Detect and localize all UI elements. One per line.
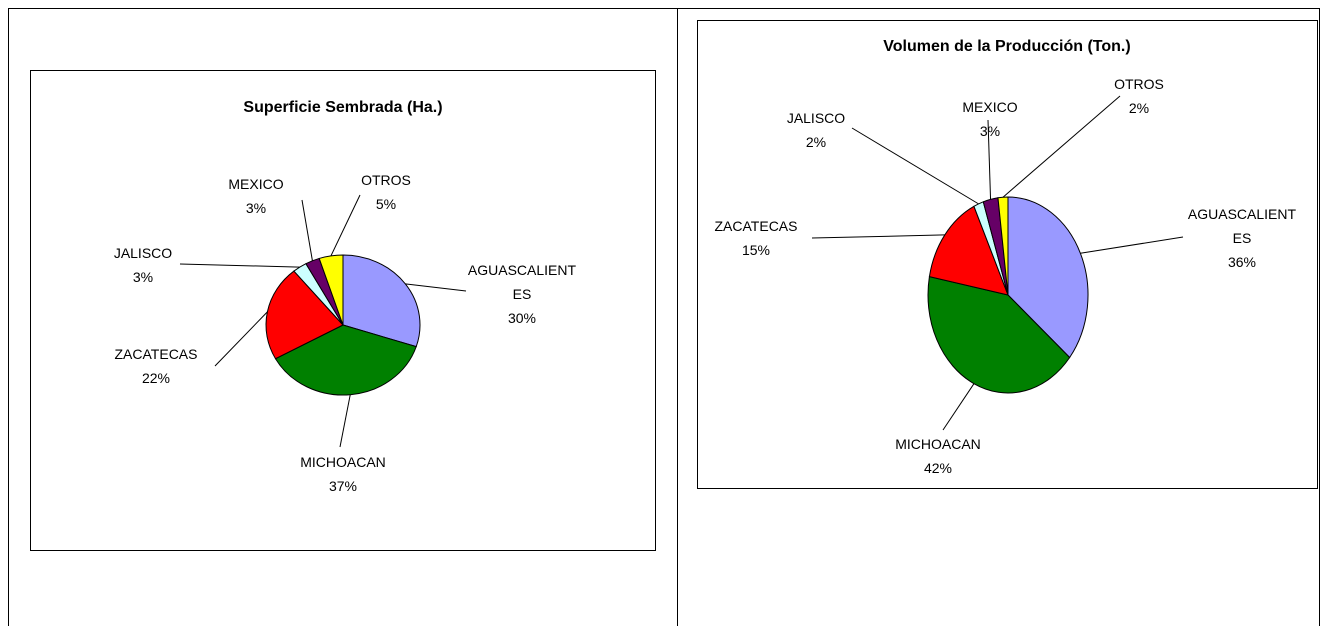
value-label: 37% [328, 478, 358, 494]
value-label: 15% [741, 242, 771, 258]
category-label: MEXICO [962, 99, 1018, 115]
value-label: 42% [923, 460, 953, 476]
leader-line [1002, 95, 1121, 198]
category-label: MICHOACAN [300, 454, 386, 470]
slice-label: ZACATECAS 22% [96, 342, 216, 390]
category-label: OTROS [361, 172, 411, 188]
leader-line [214, 311, 268, 367]
category-label: MEXICO [228, 176, 284, 192]
value-label: 2% [1128, 100, 1150, 116]
slice-label: MEXICO 3% [930, 95, 1050, 143]
leader-line [330, 194, 361, 257]
value-label: 3% [979, 123, 1001, 139]
slice-label: AGUASCALIENTES 30% [467, 258, 577, 330]
category-label: MICHOACAN [895, 436, 981, 452]
slice-label: ZACATECAS 15% [696, 214, 816, 262]
pie-slice [265, 270, 344, 360]
slice-label: OTROS 5% [326, 168, 446, 216]
value-label: 36% [1227, 254, 1257, 270]
slice-label: ZACATECAS 22% [96, 342, 216, 390]
category-label: AGUASCALIENTES [1187, 206, 1297, 246]
slice-label: OTROS 2% [1079, 72, 1199, 120]
leader-line [301, 199, 313, 261]
slice-label: AGUASCALIENTES 36% [1187, 202, 1297, 274]
value-label: 5% [375, 196, 397, 212]
slice-label: JALISCO 3% [83, 241, 203, 289]
category-label: JALISCO [113, 245, 173, 261]
slice-label: AGUASCALIENTES 30% [467, 258, 577, 330]
slice-label: MEXICO 3% [196, 172, 316, 220]
leader-line [987, 119, 992, 200]
slice-label: MEXICO 3% [930, 95, 1050, 143]
slice-label: ZACATECAS 15% [696, 214, 816, 262]
slice-label: MICHOACAN 42% [878, 432, 998, 480]
chart-title: Superficie Sembrada (Ha.) [243, 99, 442, 116]
slice-label: MICHOACAN 37% [283, 450, 403, 498]
value-label: 30% [507, 310, 537, 326]
leader-line [405, 283, 467, 292]
pie-slice [928, 205, 1009, 296]
leader-line [942, 383, 975, 431]
category-label: ZACATECAS [114, 346, 198, 362]
category-label: ZACATECAS [714, 218, 798, 234]
slice-label: JALISCO 2% [756, 106, 876, 154]
pie-slice [342, 254, 421, 348]
leader-line [811, 234, 945, 239]
category-label: JALISCO [786, 110, 846, 126]
category-label: AGUASCALIENTES [467, 262, 577, 302]
pie-slice [997, 196, 1009, 296]
slice-label: MICHOACAN 37% [283, 450, 403, 498]
leader-line [179, 263, 300, 268]
leader-line [1080, 236, 1184, 254]
slice-label: OTROS 2% [1079, 72, 1199, 120]
value-label: 3% [132, 269, 154, 285]
slice-label: JALISCO 2% [756, 106, 876, 154]
slice-label: OTROS 5% [326, 168, 446, 216]
chart-title: Volumen de la Producción (Ton.) [883, 38, 1130, 55]
pie-slice [927, 276, 1071, 394]
pie-slice [274, 324, 417, 396]
category-label: OTROS [1114, 76, 1164, 92]
slice-label: JALISCO 3% [83, 241, 203, 289]
slice-label: AGUASCALIENTES 36% [1187, 202, 1297, 274]
value-label: 2% [805, 134, 827, 150]
leader-line [851, 127, 979, 205]
slice-label: MICHOACAN 42% [878, 432, 998, 480]
leader-line [339, 394, 351, 448]
slice-label: MEXICO 3% [196, 172, 316, 220]
value-label: 22% [141, 370, 171, 386]
table-border [8, 8, 1320, 626]
value-label: 3% [245, 200, 267, 216]
pie-slice [1007, 196, 1089, 359]
